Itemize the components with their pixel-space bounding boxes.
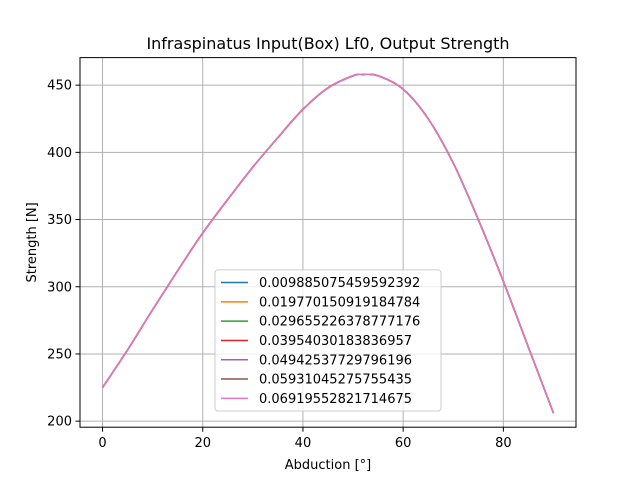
y-tick-label: 450 [47,79,72,94]
legend-entry-label: 0.029655226378777176 [259,315,420,330]
x-tick-label: 20 [194,436,211,451]
x-tick-label: 80 [495,436,512,451]
y-axis-title: Strength [N] [25,202,40,282]
x-tick-label: 0 [98,436,106,451]
legend: 0.009885075459592392 0.019770150919184784… [214,269,442,412]
plot-frame [79,57,577,428]
y-tick-label: 400 [47,146,72,161]
chart-title: Infraspinatus Input(Box) Lf0, Output Str… [146,34,509,53]
legend-box [214,269,442,412]
legend-entry-label: 0.05931045275755435 [259,373,412,388]
x-tick-label: 40 [295,436,312,451]
series-line-7 [101,73,555,414]
axis-ticks: 0 20 40 60 80 200 250 300 350 400 450 [47,79,511,452]
legend-entry-label: 0.06919552821714675 [259,392,412,407]
legend-entry-label: 0.03954030183836957 [259,334,412,349]
x-axis-title: Abduction [°] [285,458,371,473]
x-tick-label: 60 [395,436,412,451]
legend-entry-label: 0.009885075459592392 [259,276,420,291]
legend-entry-label: 0.04942537729796196 [259,353,412,368]
y-tick-label: 300 [47,280,72,295]
legend-entry-label: 0.019770150919184784 [259,295,420,310]
grid-lines [80,57,576,428]
y-tick-label: 200 [47,415,72,430]
y-tick-label: 350 [47,213,72,228]
series-lines [101,73,555,414]
y-tick-label: 250 [47,347,72,362]
